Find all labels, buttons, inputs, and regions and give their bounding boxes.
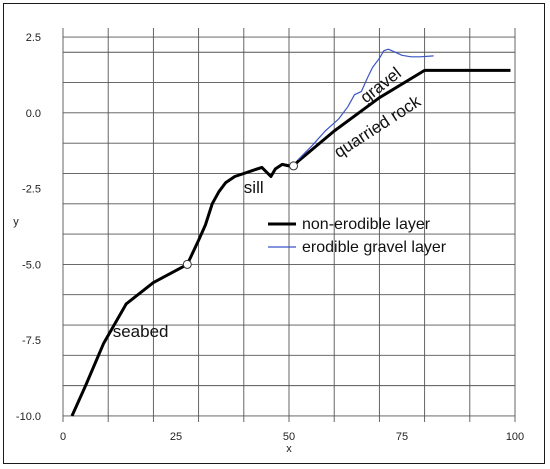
y-tick-label: 0.0 bbox=[26, 108, 41, 120]
y-tick-label: -5.0 bbox=[22, 259, 41, 271]
x-axis-label: x bbox=[286, 443, 292, 455]
annotation-label: quarried rock bbox=[331, 91, 425, 161]
point-marker bbox=[182, 259, 192, 269]
x-tick-label: 0 bbox=[60, 431, 66, 443]
axes: 0 25 50 75 100 2.5 0.0 -2.5 -5.0 -7.5 -10.0 x y bbox=[13, 32, 524, 455]
figure-frame bbox=[3, 3, 545, 464]
x-tick-label: 50 bbox=[283, 431, 295, 443]
series-line-erodible-gravel bbox=[297, 48, 434, 161]
y-tick-label: -10.0 bbox=[16, 411, 41, 423]
x-tick-label: 25 bbox=[170, 431, 182, 443]
legend-label-non-erodible: non-erodible layer bbox=[302, 216, 431, 233]
y-tick-label: -2.5 bbox=[22, 184, 41, 196]
series-layer bbox=[70, 48, 511, 417]
point-marker bbox=[289, 161, 299, 171]
annotation-label: sill bbox=[244, 178, 264, 197]
x-tick-label: 100 bbox=[506, 431, 524, 443]
legend: non-erodible layer erodible gravel layer bbox=[268, 216, 447, 256]
y-tick-label: 2.5 bbox=[26, 32, 41, 44]
x-tick-label: 75 bbox=[396, 431, 408, 443]
y-tick-label: -7.5 bbox=[22, 335, 41, 347]
annotation-label: seabed bbox=[113, 322, 169, 341]
y-axis-label: y bbox=[13, 216, 19, 228]
grid bbox=[62, 28, 516, 422]
series-line-non-erodible bbox=[70, 68, 511, 417]
markers-layer bbox=[182, 161, 299, 269]
legend-label-erodible-gravel: erodible gravel layer bbox=[302, 239, 447, 256]
